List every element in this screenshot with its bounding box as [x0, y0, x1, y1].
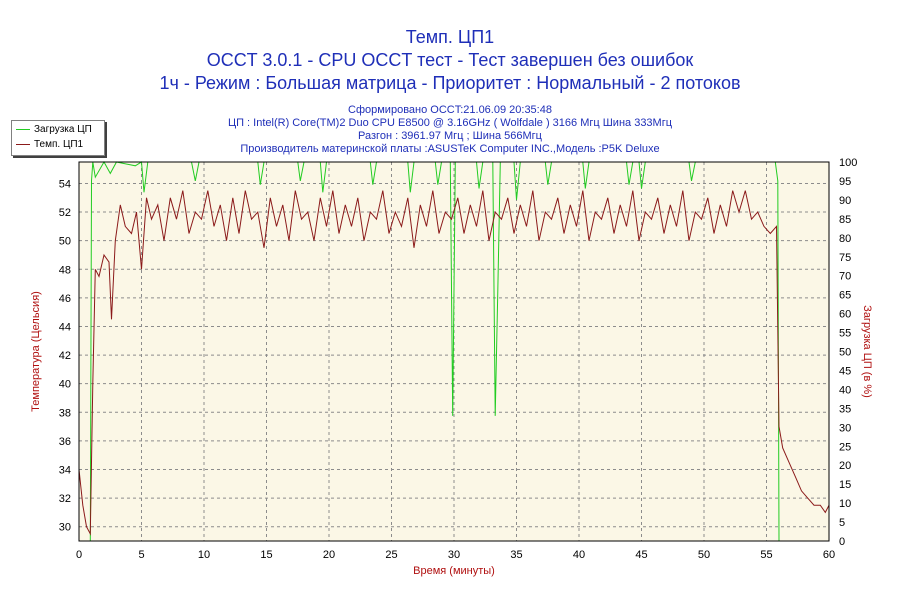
y-tick-label-left: 50 — [59, 236, 71, 248]
y-tick-label-left: 36 — [59, 436, 71, 448]
y-axis-label-left: Температура (Цельсия) — [30, 291, 42, 412]
y-tick-label-left: 46 — [59, 293, 71, 305]
y-tick-label-right: 15 — [839, 479, 851, 491]
info-cpu: ЦП : Intel(R) Core(TM)2 Duo CPU E8500 @ … — [227, 117, 673, 129]
legend-label-load: Загрузка ЦП — [34, 124, 92, 135]
y-tick-label-right: 65 — [839, 290, 851, 302]
plot-frame — [78, 161, 830, 542]
y-tick-label-right: 60 — [839, 309, 851, 321]
x-tick-label: 0 — [76, 549, 82, 561]
y-tick-label-left: 30 — [59, 522, 71, 534]
y-tick-label-right: 95 — [839, 176, 851, 188]
y-tick-label-right: 85 — [839, 214, 851, 226]
y-tick-label-left: 40 — [59, 379, 71, 391]
y-tick-label-right: 55 — [839, 328, 851, 340]
y-tick-label-right: 25 — [839, 441, 851, 453]
x-tick-label: 5 — [138, 549, 144, 561]
info-overclock: Разгон : 3961.97 Мгц ; Шина 566Мгц — [358, 130, 542, 142]
y-tick-label-left: 48 — [59, 264, 71, 276]
y-tick-label-right: 75 — [839, 252, 851, 264]
x-tick-label: 10 — [198, 549, 210, 561]
series-line-temp — [78, 190, 830, 536]
y-tick-label-right: 80 — [839, 233, 851, 245]
legend-swatch-load — [16, 128, 30, 130]
x-tick-label: 50 — [698, 549, 710, 561]
legend: Загрузка ЦП Темп. ЦП1 — [11, 120, 105, 156]
y-tick-label-right: 50 — [839, 347, 851, 359]
y-tick-label-right: 100 — [839, 157, 857, 169]
x-tick-label: 25 — [385, 549, 397, 561]
chart-subtitle-mode: 1ч - Режим : Большая матрица - Приоритет… — [159, 73, 741, 93]
chart-subtitle-test: OCCT 3.0.1 - CPU OCCT тест - Тест заверш… — [206, 50, 694, 70]
y-tick-label-right: 30 — [839, 422, 851, 434]
x-tick-label: 35 — [510, 549, 522, 561]
y-tick-label-right: 35 — [839, 403, 851, 415]
info-motherboard: Производитель материнской платы :ASUSTeK… — [240, 143, 660, 155]
chart-title: Темп. ЦП1 — [405, 27, 495, 47]
x-tick-label: 30 — [448, 549, 460, 561]
y-tick-label-left: 54 — [59, 178, 71, 190]
x-tick-label: 60 — [823, 549, 835, 561]
x-tick-label: 45 — [635, 549, 647, 561]
y-tick-label-left: 52 — [59, 207, 71, 219]
y-tick-label-right: 20 — [839, 460, 851, 472]
y-tick-label-left: 44 — [59, 321, 71, 333]
x-tick-label: 55 — [760, 549, 772, 561]
x-tick-label: 40 — [573, 549, 585, 561]
plot-area — [79, 162, 829, 541]
info-generated: Сформировано OCCT:21.06.09 20:35:48 — [348, 104, 552, 116]
legend-label-temp: Темп. ЦП1 — [34, 139, 84, 150]
y-tick-label-right: 40 — [839, 384, 851, 396]
legend-item-temp: Темп. ЦП1 — [16, 138, 83, 152]
y-tick-label-right: 0 — [839, 536, 845, 548]
x-tick-label: 20 — [323, 549, 335, 561]
legend-swatch-temp — [16, 143, 30, 145]
y-axis-label-right: Загрузка ЦП (в %) — [861, 305, 873, 398]
y-tick-label-left: 32 — [59, 493, 71, 505]
y-tick-label-left: 38 — [59, 407, 71, 419]
y-tick-label-left: 42 — [59, 350, 71, 362]
x-axis-label: Время (минуты) — [413, 565, 495, 577]
legend-item-load: Загрузка ЦП — [16, 123, 92, 137]
y-tick-label-right: 70 — [839, 271, 851, 283]
y-tick-label-right: 45 — [839, 365, 851, 377]
y-tick-label-left: 34 — [59, 464, 71, 476]
y-tick-label-right: 10 — [839, 498, 851, 510]
x-tick-label: 15 — [260, 549, 272, 561]
y-tick-label-right: 90 — [839, 195, 851, 207]
y-tick-label-right: 5 — [839, 517, 845, 529]
